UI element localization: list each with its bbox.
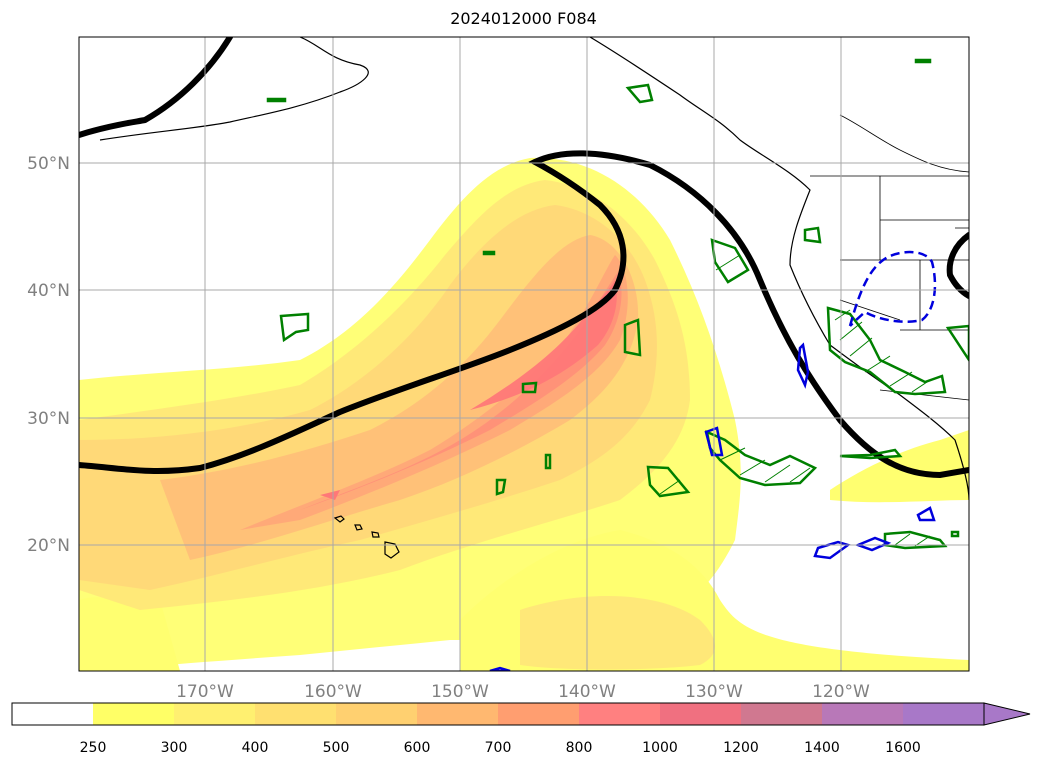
- lat-label-20n: 20°N: [27, 536, 70, 556]
- colorbar-label: 250: [80, 740, 107, 756]
- colorbar-segment: [93, 703, 174, 725]
- lon-label-160w: 160°W: [304, 682, 362, 702]
- colorbar-segment: [174, 703, 255, 725]
- colorbar-label: 1200: [723, 740, 759, 756]
- map-title: 2024012000 F084: [450, 9, 597, 28]
- colorbar-label: 1000: [642, 740, 678, 756]
- lon-label-130w: 130°W: [685, 682, 743, 702]
- colorbar-segment: [336, 703, 417, 725]
- colorbar-label: 300: [161, 740, 188, 756]
- colorbar-segment: [579, 703, 660, 725]
- colorbar-label: 400: [242, 740, 269, 756]
- lon-label-150w: 150°W: [431, 682, 489, 702]
- lat-label-30n: 30°N: [27, 409, 70, 429]
- colorbar-segment: [903, 703, 984, 725]
- map-frame: [78, 36, 970, 672]
- colorbar-label: 1600: [885, 740, 921, 756]
- colorbar-segment: [822, 703, 903, 725]
- colorbar-label: 600: [404, 740, 431, 756]
- colorbar-extend-arrow: [983, 702, 1031, 726]
- colorbar-label: 800: [566, 740, 593, 756]
- lon-label-170w: 170°W: [176, 682, 234, 702]
- lon-label-140w: 140°W: [558, 682, 616, 702]
- colorbar-label: 1400: [804, 740, 840, 756]
- lat-label-40n: 40°N: [27, 281, 70, 301]
- colorbar-segment: [498, 703, 579, 725]
- colorbar-segment: [660, 703, 741, 725]
- colorbar-segment: [741, 703, 822, 725]
- colorbar-label: 700: [485, 740, 512, 756]
- colorbar-labels: 250 300 400 500 600 700 800 1000 1200 14…: [80, 740, 921, 756]
- lon-label-120w: 120°W: [812, 682, 870, 702]
- colorbar-segment: [417, 703, 498, 725]
- colorbar-outline: [11, 702, 985, 726]
- colorbar: [11, 702, 1031, 726]
- colorbar-segment: [12, 703, 93, 725]
- colorbar-segment: [255, 703, 336, 725]
- colorbar-label: 500: [323, 740, 350, 756]
- gridlines: [79, 37, 969, 671]
- lat-label-50n: 50°N: [27, 154, 70, 174]
- ivt-shading: [79, 37, 969, 671]
